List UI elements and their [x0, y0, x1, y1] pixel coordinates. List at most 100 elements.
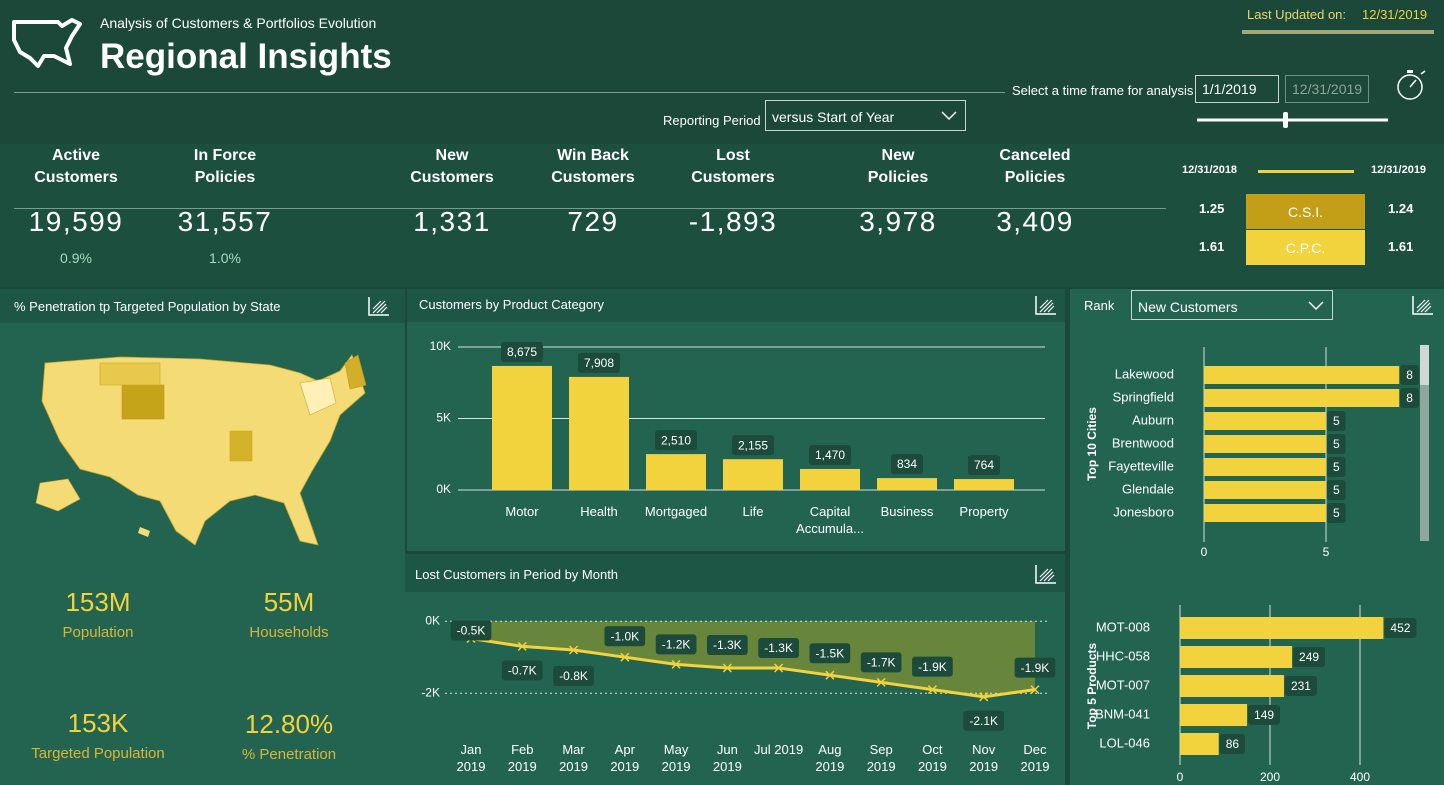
scrollbar[interactable] — [1420, 345, 1429, 541]
kpi-label: Active Customers — [34, 147, 118, 186]
axis-title: Top 5 Products — [1085, 642, 1099, 729]
data-label-box — [731, 435, 775, 456]
data-label-box — [912, 656, 953, 677]
reporting-dropdown[interactable]: versus Start of Year — [765, 100, 966, 131]
kpi-value: 1,331 — [413, 206, 491, 237]
kpi: Canceled Policies 3,409 — [960, 145, 1110, 238]
kpi-change: 1.0% — [209, 250, 241, 266]
kpi: Lost Customers -1,893 — [658, 145, 808, 238]
panel-title: % Penetration tp Targeted Population by … — [14, 299, 281, 314]
bar — [1204, 366, 1400, 384]
y-tick-label: -2K — [421, 685, 440, 699]
marker — [569, 645, 579, 655]
y-tick-label: BNM-041 — [1095, 706, 1150, 721]
marker — [774, 663, 784, 673]
y-tick-label: Jonesboro — [1113, 504, 1174, 519]
x-tick-label: 5 — [1323, 545, 1330, 559]
kpi: Active Customers 19,599 0.9% — [1, 145, 151, 266]
rank-label: Rank — [1084, 298, 1115, 313]
bar — [1204, 458, 1326, 476]
rank-selected: New Customers — [1138, 299, 1238, 315]
data-label: -1.5K — [816, 646, 845, 660]
data-label: 452 — [1390, 621, 1410, 635]
panel-title: Lost Customers in Period by Month — [415, 567, 619, 582]
y-tick-label: 0K — [425, 613, 440, 627]
data-label-box — [553, 666, 594, 686]
stat: 55M Households — [189, 587, 389, 641]
x-tick: Sep 2019 — [867, 742, 896, 774]
x-tick-label: May 2019 — [661, 742, 691, 774]
subtitle: Analysis of Customers & Portfolios Evolu… — [100, 15, 377, 31]
x-tick: Mortgaged — [645, 504, 707, 519]
data-label: 5 — [1333, 483, 1340, 497]
panel-header: % Penetration tp Targeted Population by … — [0, 289, 405, 323]
data-label: -0.8K — [559, 669, 588, 683]
x-tick: Health — [580, 504, 618, 519]
indices-end-date: 12/31/2019 — [1371, 164, 1427, 176]
timeframe-label: Select a time frame for analysis — [1012, 83, 1194, 98]
kpi-label: Lost Customers — [691, 147, 775, 186]
indices-start-date: 12/31/2018 — [1182, 164, 1238, 176]
kpi-value: 19,599 — [28, 206, 124, 237]
chart-icon[interactable] — [1033, 562, 1059, 586]
bar — [1180, 646, 1293, 668]
data-label: 8 — [1406, 391, 1413, 405]
index-start: 1.61 — [1199, 239, 1225, 254]
divider — [14, 92, 1005, 93]
data-label-box — [1400, 388, 1419, 408]
kpi-value: -1,893 — [688, 206, 778, 237]
x-tick-label: Oct 2019 — [917, 742, 947, 774]
data-label-box — [1014, 657, 1056, 678]
stopwatch-icon[interactable] — [1392, 66, 1432, 104]
data-label-box — [963, 710, 1005, 731]
bar — [1180, 704, 1248, 726]
x-tick-label: 400 — [1350, 770, 1370, 784]
y-tick-label: 0K — [436, 482, 451, 496]
x-tick-label: Nov 2019 — [969, 742, 999, 774]
rank-dropdown[interactable]: New Customers — [1131, 290, 1333, 320]
x-tick-label: Business — [880, 504, 934, 519]
index-start: 1.25 — [1199, 201, 1225, 216]
data-label: -0.5K — [457, 624, 486, 638]
hbar-chart: 0 200 400 Top 5 Products MOT-008 452 HHC-058 24… — [1085, 605, 1417, 784]
map-panel: % Penetration tp Targeted Population by … — [0, 289, 405, 785]
x-tick-label: Capital Accumula... — [796, 504, 864, 536]
line — [470, 636, 1036, 699]
us-map[interactable] — [0, 323, 405, 553]
y-tick-label: Auburn — [1132, 412, 1174, 427]
hbar-chart: 0 5 Top 10 Cities Lakewood 8 Springfield 8 Aubu… — [1085, 347, 1419, 559]
data-label-box — [577, 352, 621, 373]
data-label-box — [655, 634, 697, 655]
x-tick-label: Property — [959, 504, 1009, 519]
y-tick-label: Glendale — [1122, 481, 1174, 496]
chart-icon[interactable] — [1410, 293, 1436, 317]
data-label-box — [450, 620, 492, 641]
stat-value: 153K — [67, 708, 129, 738]
x-tick: Mar 2019 — [559, 742, 588, 774]
chart-icon[interactable] — [1033, 293, 1059, 317]
data-label-box — [654, 430, 698, 451]
scroll-thumb[interactable] — [1420, 345, 1429, 385]
data-label-box — [860, 652, 902, 673]
data-label-box — [1293, 647, 1326, 667]
x-tick-label: Apr 2019 — [610, 742, 640, 774]
stat-label: % Penetration — [241, 746, 337, 763]
marker — [722, 663, 732, 673]
chevron — [1308, 301, 1324, 311]
data-label: 5 — [1333, 414, 1340, 428]
y-tick-label: HHC-058 — [1096, 648, 1150, 663]
kpi-row: Active Customers 19,599 0.9% In Force Polic… — [0, 145, 1444, 285]
stat-value: 55M — [263, 587, 315, 617]
start-date-input[interactable]: 1/1/2019 — [1195, 75, 1279, 103]
date-slider[interactable] — [1195, 110, 1391, 130]
data-label-box — [758, 638, 799, 658]
x-tick: Feb 2019 — [508, 742, 537, 774]
end-date-input[interactable]: 12/31/2019 — [1285, 75, 1369, 103]
stat-label: Households — [249, 624, 329, 641]
data-label-box — [1327, 411, 1346, 431]
x-tick: Jul 2019 — [754, 742, 803, 757]
bar — [1180, 675, 1284, 697]
data-label: 8,675 — [507, 345, 537, 359]
y-tick-label: 5K — [436, 411, 451, 425]
chart-icon[interactable] — [366, 294, 392, 318]
